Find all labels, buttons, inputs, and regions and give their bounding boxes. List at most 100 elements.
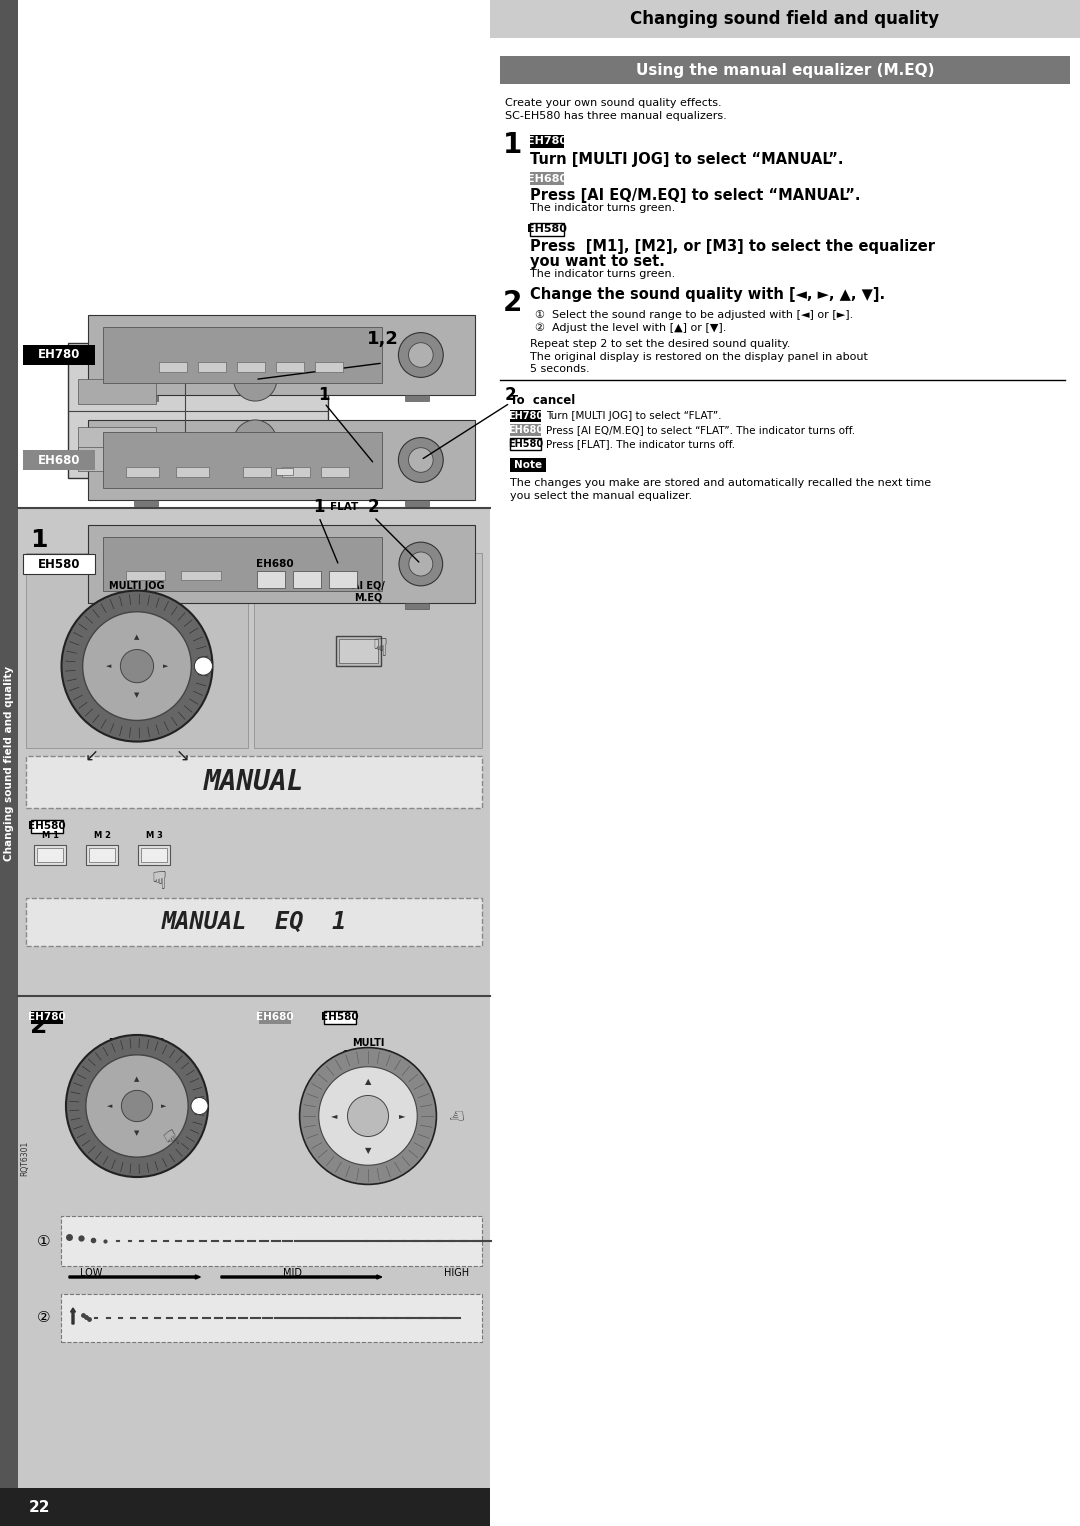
Bar bbox=[37, 848, 63, 862]
Bar bbox=[78, 447, 156, 472]
Text: EH780: EH780 bbox=[508, 410, 543, 421]
Bar bbox=[0, 0, 490, 1526]
Bar bbox=[510, 424, 541, 436]
Bar bbox=[500, 56, 1070, 84]
Bar bbox=[0, 0, 18, 1526]
Text: EH780: EH780 bbox=[28, 559, 66, 569]
Text: ↙: ↙ bbox=[84, 746, 98, 765]
Text: 1,2: 1,2 bbox=[367, 330, 399, 348]
Circle shape bbox=[348, 1096, 389, 1137]
Bar bbox=[321, 467, 349, 476]
Circle shape bbox=[83, 612, 191, 720]
Bar bbox=[238, 362, 265, 372]
Text: M 3: M 3 bbox=[146, 832, 162, 839]
Circle shape bbox=[66, 1035, 208, 1177]
Bar bbox=[31, 559, 64, 571]
Text: 1: 1 bbox=[30, 528, 48, 552]
Text: ◄: ◄ bbox=[107, 1103, 112, 1109]
Text: ►: ► bbox=[163, 664, 168, 668]
Circle shape bbox=[299, 1048, 436, 1184]
Bar bbox=[293, 571, 321, 588]
Text: Turn [MULTI JOG] to select “FLAT”.: Turn [MULTI JOG] to select “FLAT”. bbox=[545, 410, 721, 421]
Bar bbox=[104, 432, 382, 488]
Text: EH780: EH780 bbox=[28, 1012, 66, 1022]
Bar bbox=[125, 467, 159, 476]
Text: EH580: EH580 bbox=[508, 439, 543, 449]
Circle shape bbox=[408, 343, 433, 368]
Circle shape bbox=[399, 438, 443, 482]
Text: MULTI JOG: MULTI JOG bbox=[109, 581, 165, 591]
Text: M 2: M 2 bbox=[94, 832, 110, 839]
Text: The original display is restored on the display panel in about: The original display is restored on the … bbox=[530, 353, 868, 362]
Text: 1: 1 bbox=[313, 497, 325, 516]
Text: ①: ① bbox=[37, 1233, 51, 1248]
Text: M 1: M 1 bbox=[41, 832, 58, 839]
Bar bbox=[329, 571, 357, 588]
Text: ②  Adjust the level with [▲] or [▼].: ② Adjust the level with [▲] or [▼]. bbox=[535, 324, 727, 333]
Bar bbox=[125, 571, 165, 580]
Text: AI EQ/
M.EQ: AI EQ/ M.EQ bbox=[352, 581, 384, 603]
Text: ▲: ▲ bbox=[134, 635, 139, 641]
Text: LOW: LOW bbox=[80, 1268, 103, 1277]
Bar bbox=[510, 458, 546, 472]
Bar bbox=[315, 362, 343, 372]
Text: 2: 2 bbox=[504, 386, 516, 404]
Text: ↘: ↘ bbox=[175, 746, 189, 765]
Bar bbox=[31, 1012, 64, 1024]
Circle shape bbox=[399, 333, 443, 377]
Bar bbox=[60, 1294, 482, 1341]
Bar bbox=[530, 172, 564, 185]
Bar bbox=[259, 559, 292, 571]
Bar bbox=[490, 0, 1080, 1526]
Circle shape bbox=[233, 420, 276, 464]
Text: Repeat step 2 to set the desired sound quality.: Repeat step 2 to set the desired sound q… bbox=[530, 339, 791, 349]
Bar bbox=[87, 420, 475, 501]
Bar bbox=[405, 501, 429, 507]
Text: EH580: EH580 bbox=[322, 1012, 359, 1022]
Text: Press [FLAT]. The indicator turns off.: Press [FLAT]. The indicator turns off. bbox=[545, 439, 734, 449]
Text: Changing sound field and quality: Changing sound field and quality bbox=[4, 665, 14, 861]
Text: MANUAL  EQ  1: MANUAL EQ 1 bbox=[161, 909, 347, 934]
Bar bbox=[181, 571, 220, 580]
Bar bbox=[23, 345, 95, 365]
Text: SC-EH580 has three manual equalizers.: SC-EH580 has three manual equalizers. bbox=[505, 111, 727, 121]
Text: you select the manual equalizer.: you select the manual equalizer. bbox=[510, 491, 692, 501]
Bar bbox=[0, 1488, 490, 1526]
Text: Press  [M1], [M2], or [M3] to select the equalizer: Press [M1], [M2], or [M3] to select the … bbox=[530, 240, 935, 253]
Bar bbox=[138, 845, 170, 865]
Circle shape bbox=[409, 552, 433, 575]
Text: ▼: ▼ bbox=[134, 1129, 139, 1135]
Text: EH680: EH680 bbox=[508, 426, 543, 435]
Bar bbox=[89, 848, 114, 862]
Bar bbox=[104, 537, 382, 591]
Text: ☟: ☟ bbox=[443, 1109, 462, 1122]
Bar bbox=[23, 450, 95, 470]
Circle shape bbox=[319, 1067, 417, 1166]
Bar bbox=[68, 343, 328, 478]
Circle shape bbox=[85, 1054, 188, 1157]
Bar bbox=[26, 552, 248, 748]
Circle shape bbox=[191, 1097, 208, 1114]
Text: The changes you make are stored and automatically recalled the next time: The changes you make are stored and auto… bbox=[510, 478, 931, 488]
Bar bbox=[405, 395, 429, 401]
Text: ①  Select the sound range to be adjusted with [◄] or [►].: ① Select the sound range to be adjusted … bbox=[535, 310, 853, 320]
Text: EH680: EH680 bbox=[256, 1012, 294, 1022]
Text: ☟: ☟ bbox=[372, 638, 387, 661]
Bar bbox=[243, 467, 271, 476]
Text: ◄: ◄ bbox=[106, 664, 111, 668]
Bar bbox=[490, 0, 1080, 38]
Text: MID: MID bbox=[283, 1268, 302, 1277]
Bar bbox=[510, 438, 541, 450]
Text: ▼: ▼ bbox=[365, 1146, 372, 1155]
Bar bbox=[87, 314, 475, 395]
Bar bbox=[254, 552, 482, 748]
Text: Note: Note bbox=[514, 459, 542, 470]
Text: ▲: ▲ bbox=[365, 1077, 372, 1087]
Bar bbox=[33, 845, 66, 865]
Bar bbox=[324, 1012, 356, 1024]
Bar bbox=[276, 362, 305, 372]
Bar bbox=[336, 635, 380, 665]
Text: 1: 1 bbox=[503, 131, 523, 159]
Text: The indicator turns green.: The indicator turns green. bbox=[530, 203, 675, 214]
Bar bbox=[26, 897, 482, 946]
